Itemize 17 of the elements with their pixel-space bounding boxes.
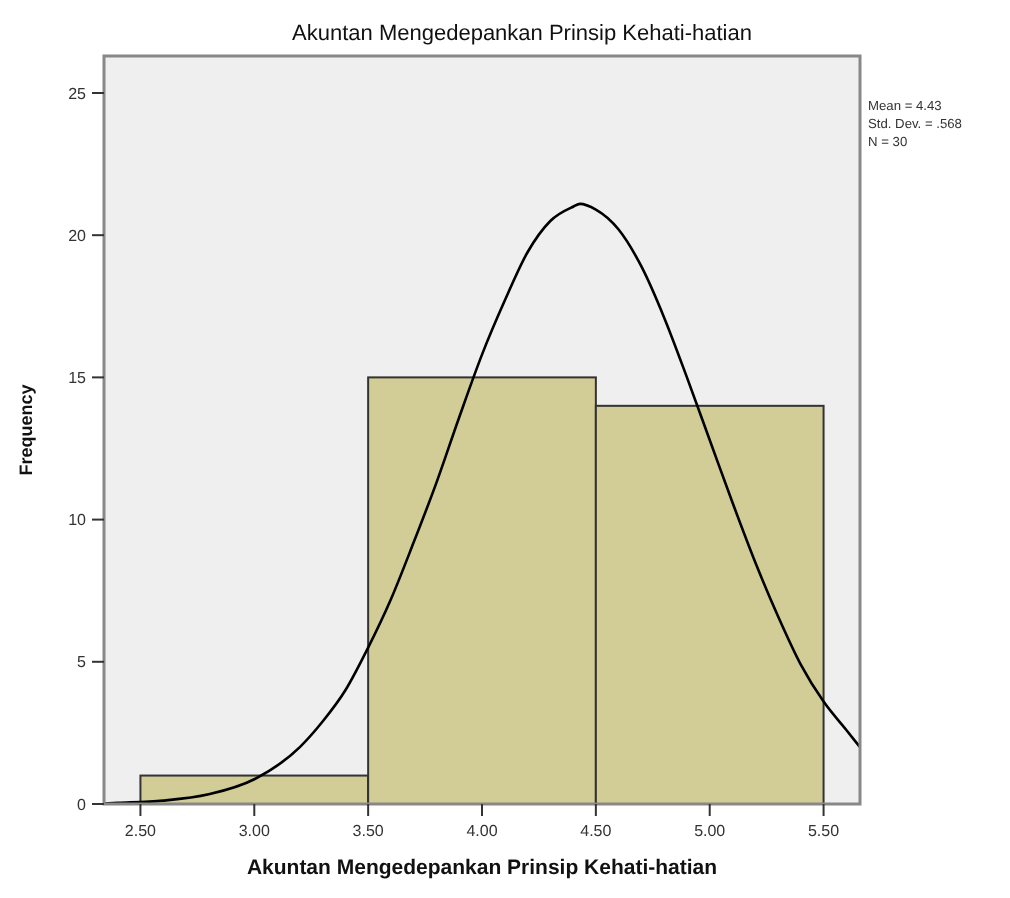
y-tick-label: 20 bbox=[68, 226, 88, 245]
x-tick-label: 3.50 bbox=[352, 822, 385, 840]
y-tick-label: 25 bbox=[68, 84, 88, 103]
y-tick-label: 10 bbox=[68, 511, 88, 530]
chart-title: Akuntan Mengedepankan Prinsip Kehati-hatian bbox=[292, 22, 752, 46]
x-tick-label: 3.00 bbox=[238, 822, 271, 840]
x-tick-label: 5.00 bbox=[694, 822, 727, 840]
x-tick-label: 2.50 bbox=[124, 822, 158, 840]
y-tick-label: 0 bbox=[77, 795, 88, 814]
y-tick-label: 5 bbox=[77, 653, 88, 672]
y-axis-title: Frequency bbox=[16, 384, 36, 476]
y-tick-label: 15 bbox=[68, 368, 88, 387]
x-tick-label: 4.50 bbox=[580, 822, 613, 840]
x-axis-title: Akuntan Mengedepankan Prinsip Kehati-hatian bbox=[246, 856, 718, 880]
x-tick-label: 4.00 bbox=[466, 822, 499, 840]
line-series bbox=[104, 202, 860, 804]
x-tick-label: 5.50 bbox=[807, 822, 841, 840]
